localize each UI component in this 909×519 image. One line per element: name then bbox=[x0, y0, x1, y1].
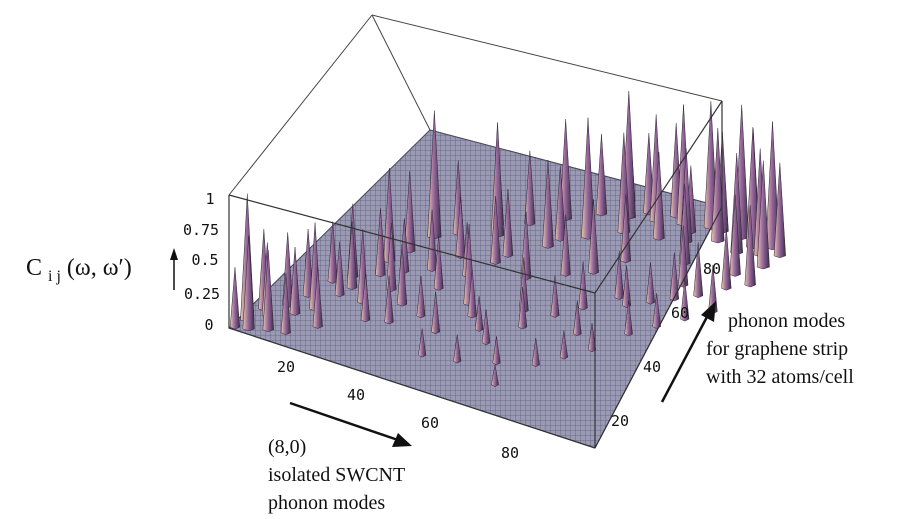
surface-peak bbox=[693, 242, 704, 298]
y-label-line-3: with 32 atoms/cell bbox=[706, 366, 854, 388]
x-label-line-3: phonon modes bbox=[268, 492, 385, 514]
x-tick-label: 40 bbox=[347, 386, 365, 404]
surface-peak bbox=[312, 266, 323, 329]
surface-peak bbox=[680, 279, 690, 322]
y-tick-label: 80 bbox=[703, 260, 721, 278]
surface-peak bbox=[711, 127, 725, 244]
surface-peak bbox=[346, 221, 358, 291]
surface-peak bbox=[756, 160, 770, 270]
surface-peak bbox=[721, 228, 732, 291]
surface-peak bbox=[334, 241, 345, 298]
surface-peak bbox=[518, 287, 528, 330]
surface-peak bbox=[280, 272, 291, 336]
x-tick-label: 20 bbox=[277, 358, 295, 376]
x-axis-annotation: (8,0) isolated SWCNT phonon modes bbox=[268, 401, 412, 514]
z-tick-label: 1 bbox=[205, 190, 214, 208]
z-axis-title: C i j (ω, ω′) bbox=[26, 255, 132, 287]
y-arrow-shaft bbox=[660, 314, 710, 403]
z-axis-label: C i j (ω, ω′) bbox=[26, 248, 178, 290]
surface-peak bbox=[729, 194, 741, 277]
box-edge bbox=[371, 14, 723, 102]
surface-peak bbox=[404, 171, 416, 254]
y-tick-label: 20 bbox=[611, 412, 629, 430]
surface-peak bbox=[587, 323, 597, 353]
surface-peak bbox=[560, 214, 571, 277]
surface-peak bbox=[646, 262, 655, 305]
surface-peak bbox=[360, 273, 371, 323]
z-tick-label: 0.25 bbox=[184, 285, 220, 303]
surface-peak bbox=[262, 249, 274, 333]
z-label-sub: i j bbox=[48, 268, 61, 285]
surface-peak bbox=[573, 300, 582, 337]
surface-peak bbox=[375, 208, 386, 278]
box-edge bbox=[228, 14, 373, 196]
surface-peak bbox=[620, 194, 632, 264]
z-tick-label: 0 bbox=[204, 316, 213, 334]
box-edge bbox=[228, 327, 596, 449]
y-tick-label: 60 bbox=[671, 304, 689, 322]
box-edge bbox=[594, 206, 723, 449]
z-tick-label: 0.75 bbox=[183, 221, 219, 239]
y-axis-ticks: 20 40 60 80 bbox=[611, 260, 721, 430]
box-edge bbox=[371, 14, 431, 131]
surface-peak bbox=[481, 309, 491, 346]
surface-peak bbox=[492, 336, 501, 366]
peaks-group bbox=[229, 91, 786, 387]
y-label-line-1: phonon modes bbox=[728, 310, 845, 332]
x-label-line-1: (8,0) bbox=[268, 436, 306, 458]
surface-peak bbox=[229, 267, 241, 330]
z-axis-ticks: 0 0.25 0.5 0.75 1 bbox=[183, 190, 220, 334]
x-tick-label: 60 bbox=[421, 414, 439, 432]
box-edge bbox=[594, 100, 723, 294]
surface-peak bbox=[744, 205, 756, 288]
z-tick-label: 0.5 bbox=[191, 251, 218, 269]
surface-peak bbox=[502, 189, 514, 258]
surface-peak bbox=[624, 300, 633, 337]
surface-peak bbox=[531, 338, 540, 367]
surface-peak bbox=[578, 261, 588, 311]
box-front-edges bbox=[228, 100, 723, 449]
z-label-args: (ω, ω′) bbox=[67, 255, 132, 281]
surface-peak bbox=[433, 235, 444, 291]
surface-peak bbox=[542, 159, 554, 249]
surface-peak bbox=[491, 364, 499, 387]
box-edge bbox=[228, 194, 596, 294]
surface-peak bbox=[431, 291, 441, 335]
y-axis-annotation: phonon modes for graphene strip with 32 … bbox=[660, 301, 854, 403]
surface-peak bbox=[490, 196, 501, 265]
z-arrow-head bbox=[170, 248, 178, 260]
surface-peak bbox=[678, 225, 689, 288]
x-arrow-head bbox=[392, 433, 412, 447]
surface-peak bbox=[289, 247, 301, 316]
surface-peak bbox=[474, 296, 484, 332]
surface-peak bbox=[416, 276, 426, 319]
surface-peak bbox=[550, 275, 560, 318]
surface-peak bbox=[587, 199, 599, 275]
surface-peak bbox=[559, 330, 568, 360]
surface-peak bbox=[453, 334, 462, 364]
surface-peak bbox=[418, 328, 427, 358]
x-tick-label: 80 bbox=[501, 444, 519, 462]
y-tick-label: 40 bbox=[643, 358, 661, 376]
x-arrow-shaft bbox=[289, 401, 399, 442]
x-axis-ticks: 20 40 60 80 bbox=[277, 358, 519, 462]
x-label-line-2: isolated SWCNT bbox=[268, 464, 405, 486]
y-arrow-head bbox=[701, 301, 716, 322]
surface-peak bbox=[524, 150, 536, 227]
z-label-main: C bbox=[26, 255, 42, 281]
surface-peak bbox=[384, 275, 394, 325]
surface-peak bbox=[595, 134, 608, 217]
surface-peak bbox=[242, 235, 255, 332]
surface-peak bbox=[652, 293, 661, 329]
y-label-line-2: for graphene strip bbox=[706, 338, 848, 360]
surface-peak bbox=[773, 162, 786, 259]
surface-peak bbox=[622, 265, 632, 308]
surface-peak bbox=[397, 244, 408, 307]
